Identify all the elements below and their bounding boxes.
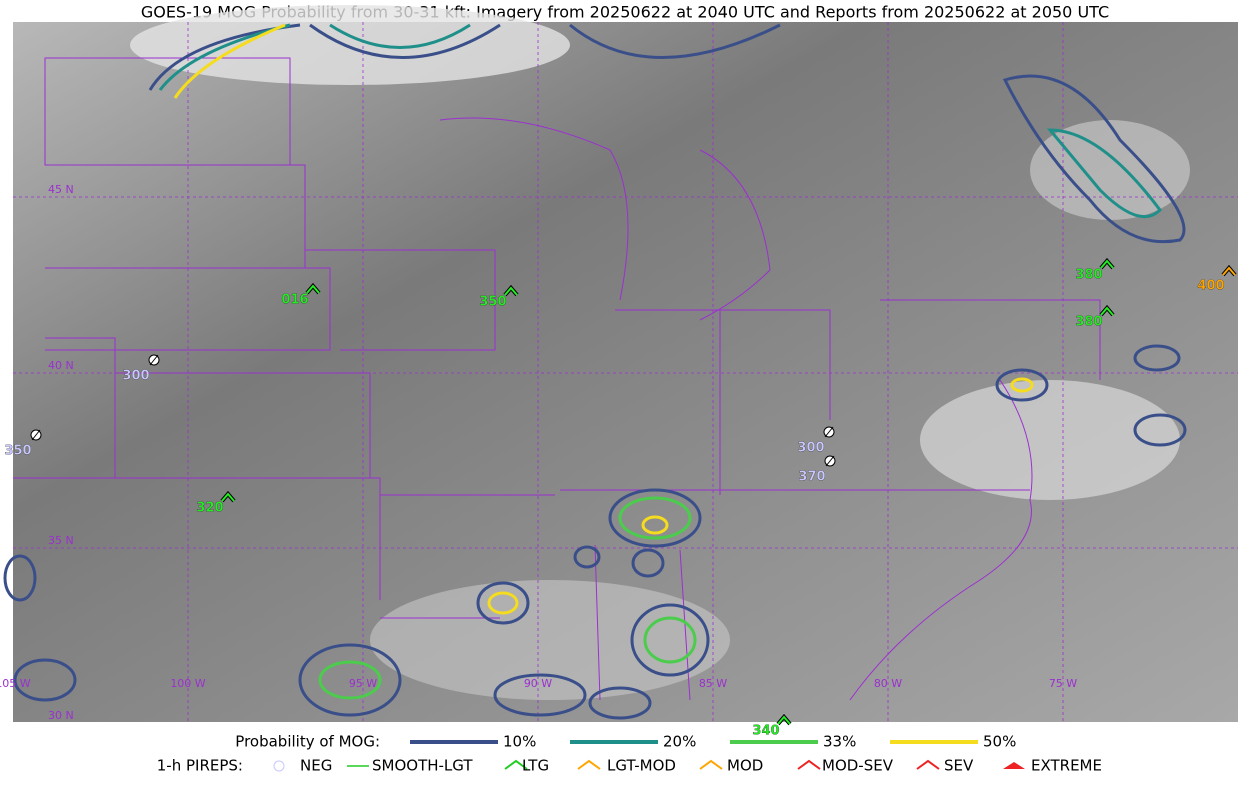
lat-label: 35 N — [48, 534, 74, 547]
lon-label: 90 W — [524, 677, 552, 690]
legend-symbol — [699, 759, 723, 770]
legend-symbol — [273, 760, 285, 772]
pirep-symbol — [1100, 306, 1114, 316]
pirep-label: 350 — [479, 295, 506, 310]
neg-symbol — [31, 429, 41, 441]
pirep-label: 340 — [752, 724, 779, 739]
pirep-label: 016 — [281, 293, 308, 308]
pirep-label: 350 — [4, 444, 31, 459]
pirep-label: 320 — [196, 501, 223, 516]
legend-symbol — [916, 759, 940, 770]
lon-label: 105 W — [0, 677, 31, 690]
legend-symbol — [504, 759, 528, 770]
lon-label: 75 W — [1049, 677, 1077, 690]
legend: Probability of MOG: 1-h PIREPS: 10% 20% 33… — [157, 733, 1102, 775]
legend-label: EXTREME — [1031, 757, 1102, 775]
neg-symbol — [825, 455, 835, 467]
pirep-label: 380 — [1075, 315, 1102, 330]
legend-label: 20% — [663, 733, 696, 751]
cloud — [920, 380, 1180, 500]
lon-label: 85 W — [699, 677, 727, 690]
pirep-symbol — [504, 286, 518, 296]
lon-label: 100 W — [170, 677, 205, 690]
cloud — [130, 5, 570, 85]
pirep-symbol — [1100, 259, 1114, 269]
legend-symbol — [1003, 762, 1025, 769]
pirep-label: 300 — [797, 441, 824, 456]
legend-symbol — [577, 759, 601, 770]
lon-label: 95 W — [349, 677, 377, 690]
pirep-symbol — [306, 284, 320, 294]
legend-label: LTG — [522, 757, 549, 775]
lat-label: 40 N — [48, 359, 74, 372]
pirep-label: 380 — [1075, 268, 1102, 283]
pirep-label: 370 — [798, 470, 825, 485]
legend-label: SEV — [944, 757, 974, 775]
pireps: 016 350 300 350 320 300 370 380 380 400 340 — [4, 257, 1237, 739]
state-borders — [13, 57, 1101, 701]
legend-label: MOD-SEV — [822, 757, 894, 775]
grid-labels: 45 N 40 N 35 N 30 N 105 W 100 W 95 W 90 W 85 W 80… — [0, 183, 1077, 722]
pirep-symbol — [221, 492, 235, 502]
pirep-label: 400 — [1197, 279, 1224, 294]
legend-title: 1-h PIREPS: — [157, 757, 243, 775]
legend-title: Probability of MOG: — [235, 733, 380, 751]
legend-label: SMOOTH-LGT — [372, 757, 473, 775]
lon-label: 80 W — [874, 677, 902, 690]
neg-symbol — [149, 354, 159, 366]
lat-label: 30 N — [48, 709, 74, 722]
mog-contours — [3, 23, 1187, 720]
cloud — [370, 580, 730, 700]
legend-label: MOD — [727, 757, 763, 775]
neg-symbol — [824, 426, 834, 438]
map: 45 N 40 N 35 N 30 N 105 W 100 W 95 W 90 W 85 W 80… — [0, 5, 1238, 739]
legend-label: 33% — [823, 733, 856, 751]
pirep-symbol — [1222, 266, 1236, 276]
pirep-symbol — [777, 715, 791, 725]
lat-label: 45 N — [48, 183, 74, 196]
legend-symbol — [797, 759, 821, 770]
legend-label: NEG — [300, 757, 332, 775]
legend-label: LGT-MOD — [607, 757, 676, 775]
legend-label: 50% — [983, 733, 1016, 751]
legend-label: 10% — [503, 733, 536, 751]
pirep-label: 300 — [122, 369, 149, 384]
